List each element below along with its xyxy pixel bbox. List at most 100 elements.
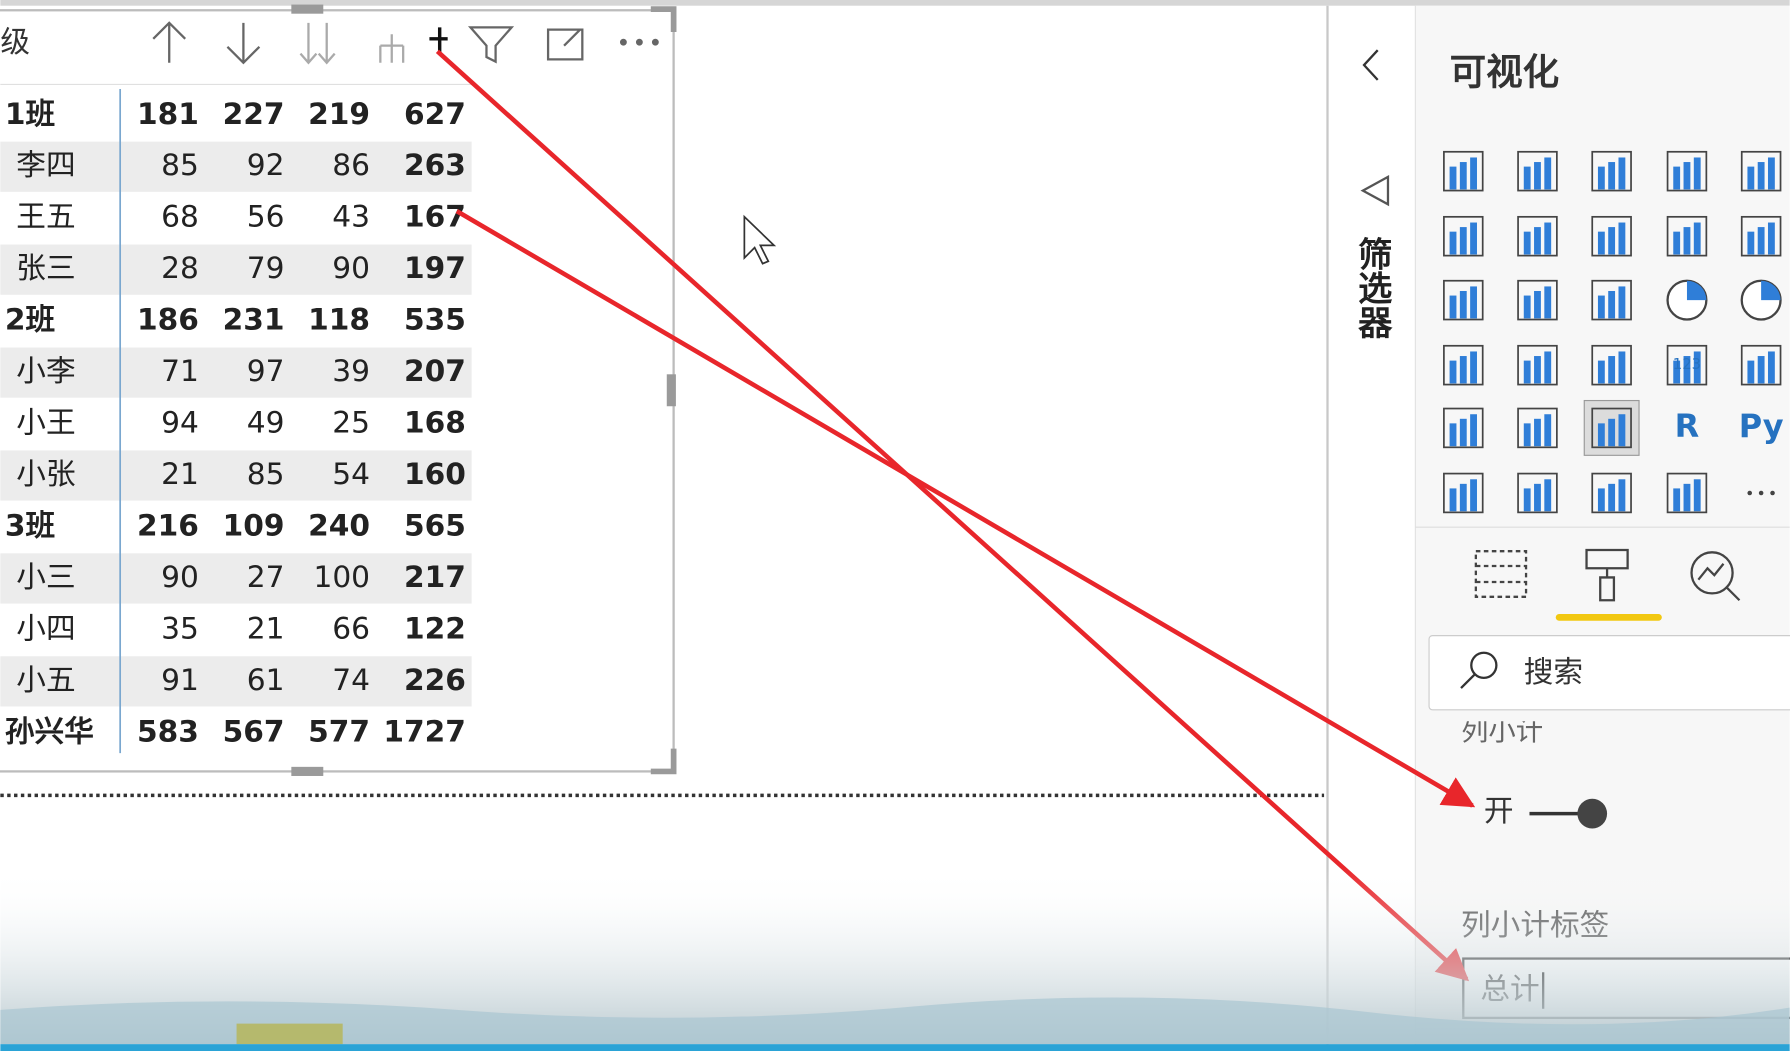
section-header[interactable]: 列小计 — [1461, 716, 1543, 747]
cell-value: 92 — [247, 147, 285, 182]
visual-icon-label[interactable]: R — [1675, 407, 1700, 445]
icon-shape — [1459, 290, 1467, 319]
visual-icon[interactable] — [1517, 279, 1558, 321]
more-visuals[interactable] — [1770, 490, 1775, 496]
visual-icon[interactable] — [1591, 279, 1632, 321]
cell-value: 263 — [404, 147, 466, 182]
cell-value: 21 — [247, 610, 285, 645]
icon-shape — [1673, 166, 1681, 190]
row-label: 张三 — [16, 250, 75, 285]
icon-shape — [1591, 215, 1632, 257]
visual-icon[interactable] — [1443, 407, 1484, 449]
visual-icon[interactable] — [1666, 472, 1708, 514]
member-row: 王五 68 56 43 167 — [16, 199, 466, 234]
cell-value: 28 — [161, 250, 199, 285]
cell-value: 168 — [404, 405, 466, 440]
visual-icon[interactable] — [1443, 344, 1484, 386]
member-row: 张三 28 79 90 197 — [0, 244, 472, 295]
row-label: 1班 — [5, 96, 55, 131]
icon-shape — [1470, 222, 1477, 255]
icon-shape — [1740, 150, 1782, 192]
drill-down-icon[interactable] — [226, 22, 261, 65]
more-visuals[interactable] — [1747, 490, 1753, 496]
visual-icon[interactable] — [1517, 150, 1558, 192]
expand-all-icon[interactable] — [429, 27, 448, 55]
icon-shape — [1523, 166, 1531, 190]
visual-icon[interactable] — [1443, 215, 1484, 257]
visual-icon[interactable] — [1666, 215, 1708, 257]
icon-shape — [1534, 227, 1541, 255]
visual-icon[interactable] — [1740, 344, 1782, 386]
icon-shape — [1443, 150, 1484, 192]
visual-icon[interactable] — [1591, 407, 1632, 449]
more-icon[interactable] — [619, 38, 627, 46]
cell-value: 577 — [308, 713, 370, 748]
icon-shape — [1449, 295, 1457, 319]
corner-handle[interactable] — [650, 6, 677, 775]
mouse-cursor — [743, 214, 777, 265]
icon-shape — [1693, 222, 1701, 255]
more-icon[interactable] — [635, 38, 643, 46]
row-label: 李四 — [16, 147, 75, 182]
row-label: 小李 — [16, 353, 75, 388]
visual-icon[interactable]: 123 — [1666, 344, 1708, 386]
visual-icon[interactable] — [1443, 279, 1484, 321]
focus-icon[interactable] — [546, 28, 584, 61]
icon-shape — [1523, 360, 1531, 384]
collapse-filters[interactable] — [1362, 49, 1379, 81]
visual-icon[interactable] — [1591, 215, 1632, 257]
filters-icon[interactable] — [1360, 174, 1390, 207]
row-band — [0, 244, 472, 295]
total-row: 孙兴华 583 567 577 1727 — [5, 713, 466, 748]
fields-tab[interactable] — [1474, 550, 1528, 598]
visual-icon[interactable] — [1517, 215, 1558, 257]
search-box[interactable] — [1428, 635, 1790, 711]
visual-icon[interactable] — [1517, 344, 1558, 386]
drill-up-icon[interactable] — [152, 21, 187, 63]
visual-icon[interactable] — [1740, 215, 1782, 257]
filter-icon[interactable] — [467, 26, 515, 64]
visual-icon[interactable] — [1517, 472, 1558, 514]
icon-shape — [1618, 157, 1626, 190]
format-tab[interactable] — [1585, 548, 1629, 602]
resize-handle[interactable] — [291, 4, 324, 14]
visual-icon-label[interactable]: Py — [1739, 407, 1784, 445]
icon-shape — [1544, 479, 1552, 512]
annotation-arrow — [435, 49, 1470, 982]
more-visuals[interactable] — [1758, 490, 1764, 496]
visual-icon[interactable] — [1740, 279, 1782, 321]
cell-value: 109 — [223, 507, 285, 542]
resize-handle[interactable] — [291, 766, 324, 776]
visual-icon[interactable] — [1443, 472, 1484, 514]
expand-icon[interactable] — [379, 34, 405, 63]
toggle-thumb[interactable] — [1577, 798, 1608, 829]
icon-shape — [1449, 360, 1457, 384]
visual-icon[interactable] — [1740, 150, 1782, 192]
row-label: 王五 — [16, 199, 75, 234]
row-band — [0, 347, 472, 398]
icon-shape — [1618, 414, 1626, 447]
analytics-tab[interactable] — [1690, 551, 1734, 595]
more-icon[interactable] — [651, 38, 659, 46]
cell-value: 90 — [161, 559, 199, 594]
visual-icon[interactable] — [1666, 150, 1708, 192]
icon-shape — [1757, 356, 1765, 384]
cell-value: 160 — [404, 456, 466, 491]
next-level-icon[interactable] — [299, 22, 336, 65]
icon-shape — [1449, 166, 1457, 190]
icon-shape — [1517, 344, 1558, 386]
filters-title[interactable]: 筛选器 — [1351, 236, 1392, 339]
resize-handle[interactable] — [666, 374, 676, 407]
member-row: 小四 35 21 66 122 — [16, 610, 466, 645]
visual-icon[interactable] — [1591, 150, 1632, 192]
cell-value: 94 — [161, 405, 199, 440]
icon-shape — [1534, 290, 1541, 319]
visual-icon[interactable] — [1591, 472, 1632, 514]
visual-icon[interactable] — [1591, 344, 1632, 386]
cell-value: 91 — [161, 662, 199, 697]
row-band — [0, 141, 472, 192]
visual-icon[interactable] — [1666, 279, 1708, 321]
visual-icon[interactable] — [1517, 407, 1558, 449]
visual-icon[interactable] — [1443, 150, 1484, 192]
cell-value: 227 — [223, 96, 285, 131]
